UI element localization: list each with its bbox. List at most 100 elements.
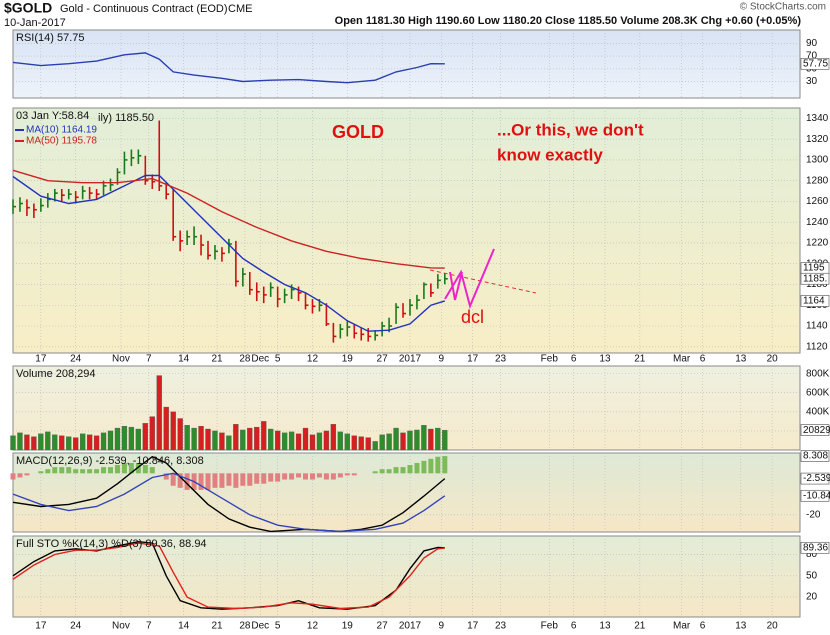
- x-tick-label: 23: [495, 354, 507, 365]
- macd-histogram-bar: [121, 462, 127, 474]
- macd-histogram-bar: [45, 469, 51, 474]
- macd-histogram-bar: [268, 473, 274, 482]
- last-value-label: -2.539: [803, 473, 830, 484]
- volume-bar: [219, 432, 225, 451]
- y-tick-label: 30: [806, 76, 818, 87]
- volume-bar: [184, 425, 190, 451]
- symbol: $GOLD: [4, 0, 52, 16]
- volume-bar: [351, 435, 357, 451]
- y-tick-label: 50: [806, 570, 818, 581]
- x-tick-label: 20: [767, 621, 779, 632]
- volume-bar: [421, 425, 427, 451]
- macd-histogram-bar: [59, 467, 65, 474]
- annotation: know exactly: [497, 145, 603, 164]
- last-value-box: [800, 424, 830, 436]
- volume-bar: [302, 427, 309, 451]
- last-value-label: 1164: [803, 296, 825, 307]
- x-tick-label: 7: [146, 354, 152, 365]
- macd-histogram-bar: [435, 456, 441, 474]
- last-value-box: [800, 472, 830, 485]
- macd-histogram-bar: [10, 473, 16, 480]
- x-tick-label: 19: [342, 354, 354, 365]
- last-value-label: 8.308: [803, 451, 828, 462]
- last-value-box: [800, 295, 830, 307]
- macd-histogram-bar: [94, 469, 100, 474]
- volume-bar: [295, 433, 302, 451]
- volume-bar: [79, 433, 86, 451]
- price-label: ily) 1185.50: [98, 112, 154, 124]
- macd-histogram-bar: [38, 471, 44, 474]
- x-tick-label: 28: [239, 621, 251, 632]
- macd-histogram-bar: [421, 460, 427, 474]
- macd-histogram-bar: [114, 465, 120, 474]
- x-tick-label: 24: [70, 354, 82, 365]
- x-tick-label: 21: [212, 354, 224, 365]
- volume-bar: [114, 427, 121, 451]
- macd-line: [12, 472, 446, 533]
- volume-bar: [135, 428, 142, 451]
- indicator-line: [12, 52, 445, 84]
- macd-histogram-bar: [205, 473, 211, 490]
- quote: Open 1181.30 High 1190.60 Low 1180.20 Cl…: [335, 15, 802, 27]
- macd-histogram-bar: [282, 473, 288, 480]
- macd-histogram-bar: [309, 473, 315, 480]
- last-value-box: [800, 489, 830, 502]
- y-tick-label: 90: [806, 38, 818, 49]
- annotation: dcl: [461, 307, 484, 327]
- y-tick-label: 600K: [806, 387, 830, 398]
- y-tick-label: 1220: [806, 238, 829, 249]
- projection-zigzag: [449, 271, 463, 301]
- moving-average: [12, 174, 446, 332]
- macd-histogram-bar: [254, 473, 260, 484]
- macd-histogram-bar: [170, 473, 176, 486]
- x-tick-label: Mar: [673, 621, 691, 632]
- last-value-label: -10.84: [803, 490, 830, 501]
- macd-histogram-bar: [177, 473, 183, 488]
- macd-histogram-bar: [66, 467, 72, 474]
- macd-histogram-bar: [142, 465, 148, 474]
- volume-bar: [288, 431, 295, 451]
- x-tick-label: 20: [767, 354, 779, 365]
- volume-bar: [330, 424, 337, 451]
- x-tick-label: Feb: [541, 621, 559, 632]
- macd-histogram-bar: [414, 462, 420, 474]
- y-tick-label: 400K: [806, 406, 830, 417]
- x-tick-label: 6: [700, 354, 706, 365]
- macd-histogram-bar: [344, 473, 350, 476]
- volume-bar: [435, 427, 441, 451]
- volume-bar: [365, 437, 371, 451]
- macd-histogram-bar: [240, 473, 246, 486]
- volume-bar: [73, 437, 79, 451]
- x-tick-label: 6: [571, 354, 577, 365]
- volume-bar: [372, 441, 378, 451]
- y-tick-label: 1320: [806, 134, 829, 145]
- annotations: GOLD ...Or this, we don't know exactly d…: [332, 120, 644, 326]
- panel: [12, 29, 801, 99]
- x-tick-label: 5: [275, 621, 281, 632]
- x-tick-label: Dec: [251, 354, 269, 365]
- y-tick-label: 80: [806, 549, 818, 560]
- legend-label: MA(50) 1195.78: [26, 136, 97, 147]
- volume-bar: [386, 433, 392, 451]
- volume-bar: [337, 431, 343, 451]
- x-tick-label: 12: [307, 621, 319, 632]
- last-value-label: 1195: [803, 263, 825, 274]
- volume-bar: [358, 436, 364, 451]
- volume-bar: [93, 435, 100, 451]
- macd-histogram-bar: [386, 469, 392, 474]
- last-value-label: 20829: [803, 425, 830, 436]
- volume-bar: [100, 432, 107, 451]
- date: 10-Jan-2017: [4, 17, 66, 29]
- panel-title: RSI(14) 57.75: [16, 32, 84, 44]
- x-tick-label: 12: [307, 354, 319, 365]
- y-tick-label: 1260: [806, 196, 829, 207]
- volume-bar: [240, 429, 246, 451]
- x-tick-label: 6: [700, 621, 706, 632]
- volume-bar: [414, 429, 420, 451]
- annotation: GOLD: [332, 122, 384, 142]
- x-tick-label: 13: [599, 354, 611, 365]
- volume-bar: [198, 425, 204, 451]
- volume-bar: [344, 433, 350, 451]
- macd-histogram-bar: [198, 473, 204, 490]
- macd-histogram-bar: [261, 473, 267, 484]
